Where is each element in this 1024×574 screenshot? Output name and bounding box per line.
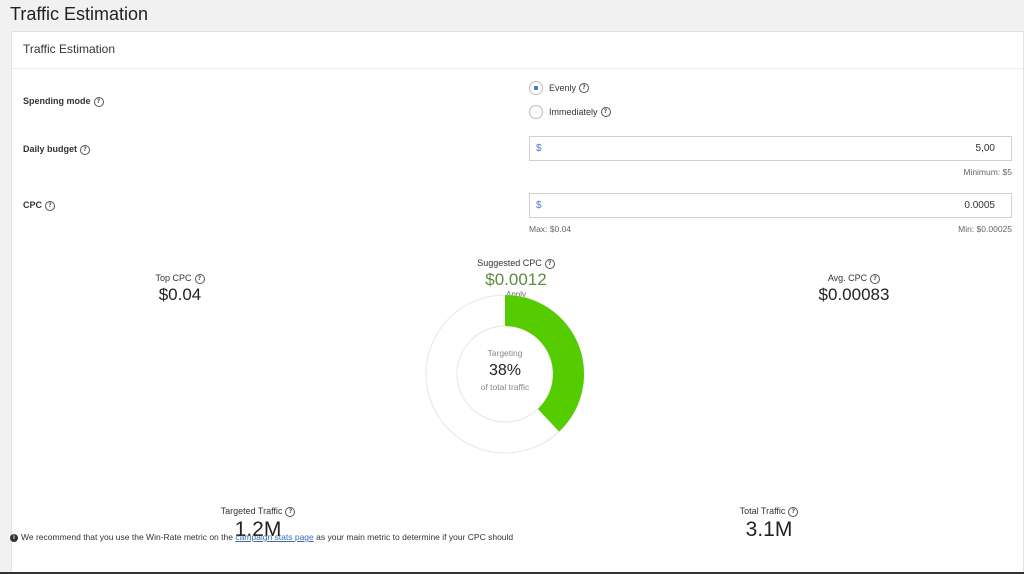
radio-evenly[interactable]: Evenly ? [529, 81, 590, 95]
avg-cpc-label-text: Avg. CPC [827, 273, 868, 283]
radio-evenly-label: Evenly [549, 83, 577, 93]
radio-immediately-label: Immediately [549, 107, 598, 117]
card-header: Traffic Estimation [12, 32, 1023, 69]
targeting-gauge [425, 294, 585, 454]
daily-budget-text: Daily budget [23, 144, 78, 154]
note-text-after: as your main metric to determine if your… [313, 532, 514, 542]
help-icon[interactable]: ? [194, 273, 205, 284]
gauge-line1: Targeting [487, 348, 523, 358]
help-icon[interactable]: ? [93, 96, 104, 107]
radio-unchecked-icon[interactable] [529, 105, 543, 119]
targeted-traffic-label-text: Targeted Traffic [220, 506, 283, 516]
daily-budget-min-hint: Minimum: $5 [963, 167, 1012, 177]
daily-budget-value: 5,00 [975, 143, 995, 154]
note-text-before: We recommend that you use the Win-Rate m… [21, 532, 236, 542]
avg-cpc-label: Avg. CPC? [794, 273, 914, 284]
gauge-fill-arc [505, 295, 584, 432]
avg-cpc-stat: Avg. CPC? $0.00083 [794, 273, 914, 305]
card-title: Traffic Estimation [23, 42, 116, 56]
traffic-estimation-card: Traffic Estimation Spending mode? Evenly… [11, 31, 1024, 573]
spending-mode-text: Spending mode [23, 96, 91, 106]
suggested-cpc-label-text: Suggested CPC [477, 258, 542, 268]
top-cpc-value: $0.04 [158, 284, 202, 304]
gauge-line3: of total traffic [480, 382, 530, 392]
total-traffic-stat: Total Traffic? 3.1M [709, 506, 829, 542]
currency-symbol: $ [536, 200, 542, 211]
help-icon[interactable]: ? [544, 258, 555, 269]
page-title: Traffic Estimation [10, 4, 149, 24]
gauge-center-text: Targeting 38% of total traffic [425, 294, 585, 454]
campaign-stats-link[interactable]: campaign stats page [235, 532, 314, 542]
targeted-traffic-stat: Targeted Traffic? 1.2M [198, 506, 318, 542]
total-traffic-label: Total Traffic? [709, 506, 829, 517]
top-cpc-label: Top CPC? [120, 273, 240, 284]
help-icon[interactable]: ? [45, 200, 56, 211]
cpc-max-hint: Max: $0.04 [529, 224, 572, 234]
currency-symbol: $ [536, 143, 542, 154]
bottom-scroll-edge [0, 572, 1024, 574]
gauge-percent: 38% [488, 362, 522, 379]
info-icon: i [10, 533, 18, 542]
spending-mode-label: Spending mode? [23, 96, 104, 107]
suggested-cpc-label: Suggested CPC? [456, 258, 576, 269]
targeted-traffic-label: Targeted Traffic? [198, 506, 318, 517]
targeted-traffic-value: 1.2M [234, 517, 282, 541]
total-traffic-value: 3.1M [745, 517, 793, 541]
daily-budget-label: Daily budget? [23, 144, 91, 155]
cpc-min-hint: Min: $0.00025 [958, 224, 1012, 234]
cpc-label: CPC? [23, 200, 56, 211]
daily-budget-input[interactable]: $ 5,00 [529, 136, 1012, 161]
cpc-input[interactable]: $ 0.0005 [529, 193, 1012, 218]
top-cpc-stat: Top CPC? $0.04 [120, 273, 240, 305]
help-icon[interactable]: ? [80, 144, 91, 155]
suggested-cpc-stat: Suggested CPC? $0.0012 Apply [456, 258, 576, 299]
recommendation-note: i We recommend that you use the Win-Rate … [10, 532, 513, 542]
help-icon[interactable]: ? [870, 273, 881, 284]
apply-button[interactable]: Apply [505, 289, 526, 299]
radio-immediately[interactable]: Immediately ? [529, 105, 611, 119]
help-icon[interactable]: ? [285, 506, 296, 517]
radio-checked-icon[interactable] [529, 81, 543, 95]
help-icon[interactable]: ? [788, 506, 799, 517]
cpc-text: CPC [23, 200, 43, 210]
help-icon[interactable]: ? [579, 83, 590, 93]
top-cpc-label-text: Top CPC [155, 273, 192, 283]
suggested-cpc-value: $0.0012 [485, 269, 547, 289]
cpc-value: 0.0005 [964, 200, 995, 211]
total-traffic-label-text: Total Traffic [739, 506, 786, 516]
help-icon[interactable]: ? [600, 107, 611, 117]
avg-cpc-value: $0.00083 [818, 284, 890, 304]
